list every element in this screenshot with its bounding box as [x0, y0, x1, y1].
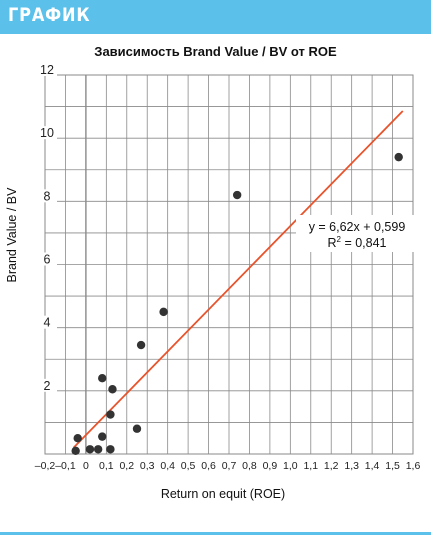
x-tick-label: 0,1: [99, 460, 114, 472]
y-tick-label-background: [35, 315, 57, 329]
x-tick-label: 0,5: [181, 460, 196, 472]
data-point: [159, 307, 168, 317]
x-tick-label: 0,6: [201, 460, 216, 472]
y-tick-label: 10: [40, 126, 54, 140]
data-point: [71, 446, 80, 456]
data-point: [106, 445, 115, 454]
data-point: [136, 340, 146, 350]
y-tick-label: 8: [44, 189, 51, 203]
y-tick-label-background: [35, 189, 57, 203]
data-point: [132, 424, 142, 433]
chart-title: Зависимость Brand Value / BV от ROE: [94, 44, 337, 59]
data-point: [394, 152, 403, 162]
r2-superscript: 2: [337, 235, 342, 244]
r2-value: = 0,841: [341, 236, 387, 250]
x-tick-label: 1,1: [303, 460, 318, 472]
x-tick-label: –0,1: [55, 460, 76, 472]
y-tick-label-background: [35, 63, 57, 76]
data-point: [232, 190, 242, 200]
x-axis-label: Return on equit (ROE): [161, 487, 285, 501]
x-tick-label: 0,4: [160, 460, 175, 472]
r-squared-label: R2 = 0,841: [327, 235, 386, 250]
trendline-equation: y = 6,62x + 0,599: [309, 220, 406, 234]
header-bar: ГРАФИК: [0, 0, 431, 34]
x-tick-label: 0,3: [140, 460, 155, 472]
x-tick-label: 0,8: [242, 460, 257, 472]
x-tick-label: 0: [83, 460, 89, 472]
y-tick-label: 12: [40, 63, 54, 77]
data-point: [73, 434, 82, 443]
trendline: [72, 110, 404, 449]
annotation-background: [296, 215, 416, 252]
data-point: [108, 385, 117, 394]
grid-layer: [44, 74, 414, 455]
data-point: [93, 445, 103, 454]
data-points: [71, 152, 403, 456]
y-tick-label: 4: [44, 316, 51, 330]
data-point: [106, 410, 115, 419]
data-point: [98, 374, 107, 383]
y-axis-label: Brand Value / BV: [5, 187, 19, 283]
y-tick-label-background: [35, 126, 57, 140]
y-tick-label: 2: [44, 379, 51, 393]
tick-labels: –0,2 –0,1 0 0,1 0,2 0,3 0,4 0,5 0,6 0,7 0,8 0,9 1,0 1…: [35, 63, 421, 472]
y-tick-label: 6: [44, 253, 51, 267]
data-point: [85, 445, 95, 454]
x-tick-label: 1,2: [324, 460, 339, 472]
x-tick-label: 0,2: [119, 460, 134, 472]
x-tick-label: –0,2: [35, 460, 56, 472]
r2-symbol: R: [327, 236, 336, 250]
x-tick-label: 1,0: [283, 460, 298, 472]
x-tick-label: 0,7: [222, 460, 237, 472]
x-tick-label: 1,6: [406, 460, 421, 472]
x-tick-label: 0,9: [263, 460, 278, 472]
header-label: ГРАФИК: [8, 4, 91, 26]
y-tick-label-background: [35, 252, 57, 266]
x-tick-label: 1,3: [344, 460, 359, 472]
bottom-rule: [0, 532, 431, 535]
x-tick-label: 1,4: [365, 460, 380, 472]
data-point: [98, 432, 107, 441]
y-tick-label-background: [35, 378, 57, 392]
x-tick-label: 1,5: [385, 460, 400, 472]
